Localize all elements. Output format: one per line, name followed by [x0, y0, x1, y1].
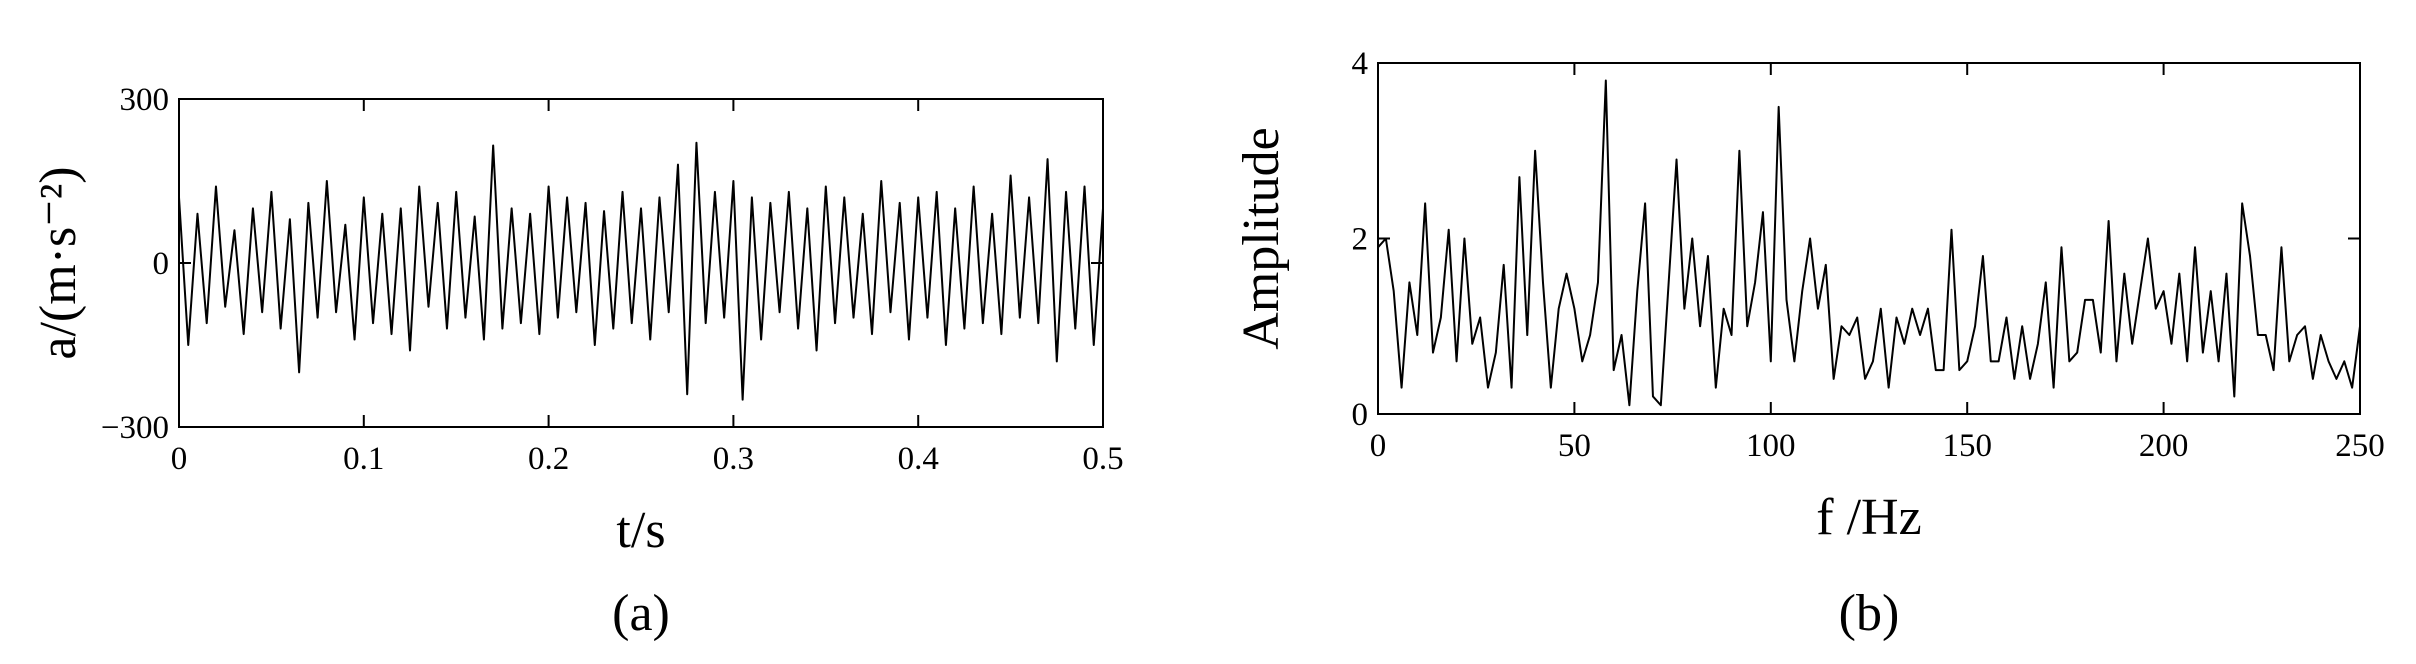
signal-line — [1377, 79, 2361, 407]
y-tick-label: 2 — [1352, 222, 1369, 258]
y-axis-label: Amplitude — [1233, 127, 1290, 349]
x-axis-label: t/s — [616, 502, 665, 559]
x-tick-label: 250 — [2335, 428, 2385, 464]
y-tick-label: 300 — [120, 82, 170, 118]
caption: (b) — [1839, 585, 1900, 642]
y-tick-label: −300 — [101, 410, 169, 446]
x-tick-label: 0.3 — [713, 441, 754, 477]
y-tick-label: 0 — [153, 246, 170, 282]
x-tick-label: 0.1 — [343, 441, 384, 477]
x-axis-label: f /Hz — [1816, 489, 1921, 546]
y-tick-label: 4 — [1352, 46, 1369, 82]
y-axis-label: a/(m·s⁻²) — [30, 166, 87, 359]
x-tick-label: 0 — [1370, 428, 1387, 464]
x-tick-label: 0.2 — [528, 441, 569, 477]
x-tick-label: 200 — [2139, 428, 2189, 464]
y-tick-label: 0 — [1352, 397, 1369, 433]
x-tick-label: 150 — [1942, 428, 1992, 464]
x-tick-label: 0 — [171, 441, 188, 477]
x-tick-label: 0.4 — [898, 441, 939, 477]
signal-line — [178, 141, 1104, 401]
x-tick-label: 50 — [1558, 428, 1591, 464]
x-tick-label: 0.5 — [1082, 441, 1123, 477]
axes-box — [178, 98, 1104, 428]
x-tick-label: 100 — [1746, 428, 1796, 464]
axes-box — [1377, 62, 2361, 415]
caption: (a) — [612, 585, 670, 642]
